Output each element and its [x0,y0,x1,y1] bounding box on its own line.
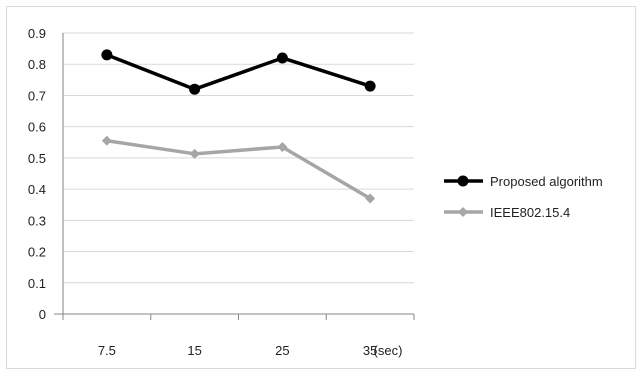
data-point [276,52,288,64]
data-point [189,148,200,159]
y-tick-labels: 0 0.1 0.2 0.3 0.4 0.5 0.6 0.7 0.8 0.9 [28,26,46,322]
legend-label: IEEE802.15.4 [490,205,570,220]
legend-item: Proposed algorithm [444,174,603,189]
data-point [101,49,113,61]
x-tick-label: 35 [363,343,377,358]
x-tick-label: 15 [187,343,201,358]
data-point [277,141,288,152]
legend: Proposed algorithm IEEE802.15.4 [444,174,603,220]
series-line [106,138,372,200]
x-unit-label: (sec) [374,343,403,358]
x-tick-label: 7.5 [98,343,116,358]
y-tick-label: 0 [39,307,46,322]
x-tick-label: 25 [275,343,289,358]
data-point [101,135,112,146]
y-tick-label: 0.5 [28,151,46,166]
y-tick-label: 0.7 [28,88,46,103]
legend-swatch-marker [458,207,468,217]
data-point [364,80,376,92]
series-0 [101,49,376,95]
y-tick-label: 0.3 [28,213,46,228]
gridlines [63,32,414,284]
legend-item: IEEE802.15.4 [444,205,570,220]
series-1 [101,135,376,204]
data-point [365,193,376,204]
x-tick-labels: 7.5 15 25 35 [98,343,378,358]
y-tick-label: 0.6 [28,120,46,135]
series-line [106,53,371,91]
chart-frame [6,6,636,369]
y-tick-label: 0.8 [28,57,46,72]
legend-label: Proposed algorithm [490,174,603,189]
legend-swatch-marker [457,175,469,187]
y-tick-label: 0.9 [28,26,46,41]
data-point [189,83,201,95]
axes [54,33,415,320]
y-tick-label: 0.4 [28,182,46,197]
y-tick-label: 0.2 [28,245,46,260]
series-lines [101,49,376,204]
y-tick-label: 0.1 [28,276,46,291]
